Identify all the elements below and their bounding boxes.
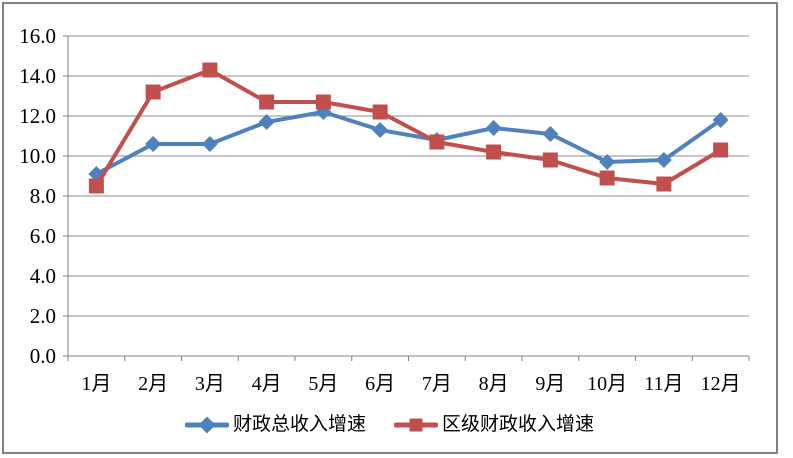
data-point-diamond (542, 126, 559, 142)
square-marker-icon (394, 412, 438, 438)
legend-item-series-1: 区级财政收入增速 (394, 412, 594, 438)
svg-text:1月: 1月 (81, 373, 111, 395)
data-point-square (599, 170, 615, 186)
chart-legend: 财政总收入增速 区级财政收入增速 (0, 412, 779, 438)
svg-text:10.0: 10.0 (19, 144, 56, 168)
svg-text:4月: 4月 (252, 373, 282, 395)
chart-frame (2, 2, 778, 454)
data-point-square (486, 144, 502, 160)
svg-text:7月: 7月 (422, 373, 452, 395)
svg-text:8月: 8月 (479, 373, 509, 395)
data-point-square (372, 104, 388, 120)
data-point-square (315, 94, 331, 110)
data-point-square (145, 84, 161, 100)
series-1 (88, 62, 729, 194)
data-point-square (656, 176, 672, 192)
svg-text:2月: 2月 (138, 373, 168, 395)
x-axis-labels: 1月 2月 3月 4月 5月 6月 7月 8月 9月 10月 11月 12月 (81, 373, 740, 395)
legend-label-series-1: 区级财政收入增速 (442, 414, 595, 435)
svg-text:3月: 3月 (195, 373, 225, 395)
data-point-diamond (201, 136, 218, 152)
data-point-square (88, 178, 104, 194)
legend-label-series-0: 财政总收入增速 (232, 414, 366, 435)
svg-text:6.0: 6.0 (30, 224, 56, 248)
data-point-square (713, 142, 729, 158)
svg-text:9月: 9月 (535, 373, 565, 395)
svg-text:11月: 11月 (644, 373, 683, 395)
svg-text:2.0: 2.0 (30, 304, 56, 328)
svg-text:5月: 5月 (308, 373, 338, 395)
data-point-square (259, 94, 275, 110)
svg-text:12月: 12月 (701, 373, 741, 395)
svg-text:4.0: 4.0 (30, 264, 56, 288)
data-point-diamond (655, 152, 672, 168)
svg-text:6月: 6月 (365, 373, 395, 395)
data-point-square (429, 134, 445, 150)
data-point-diamond (258, 114, 275, 130)
data-point-square (542, 152, 558, 168)
svg-text:8.0: 8.0 (30, 184, 56, 208)
data-point-diamond (485, 120, 502, 136)
diamond-marker-icon (184, 412, 229, 438)
svg-text:10月: 10月 (587, 373, 627, 395)
data-point-square (202, 62, 218, 78)
data-point-diamond (712, 112, 729, 128)
svg-text:14.0: 14.0 (19, 64, 56, 88)
data-point-diamond (599, 154, 616, 170)
svg-text:16.0: 16.0 (19, 24, 56, 48)
axes (63, 35, 750, 361)
data-point-diamond (372, 122, 389, 138)
data-point-diamond (145, 136, 162, 152)
gridlines (68, 35, 749, 317)
legend-item-series-0: 财政总收入增速 (184, 412, 366, 438)
svg-text:0.0: 0.0 (30, 344, 56, 368)
svg-text:12.0: 12.0 (19, 104, 56, 128)
y-axis-labels: 0.0 2.0 4.0 6.0 8.0 10.0 12.0 14.0 16.0 (19, 24, 56, 368)
